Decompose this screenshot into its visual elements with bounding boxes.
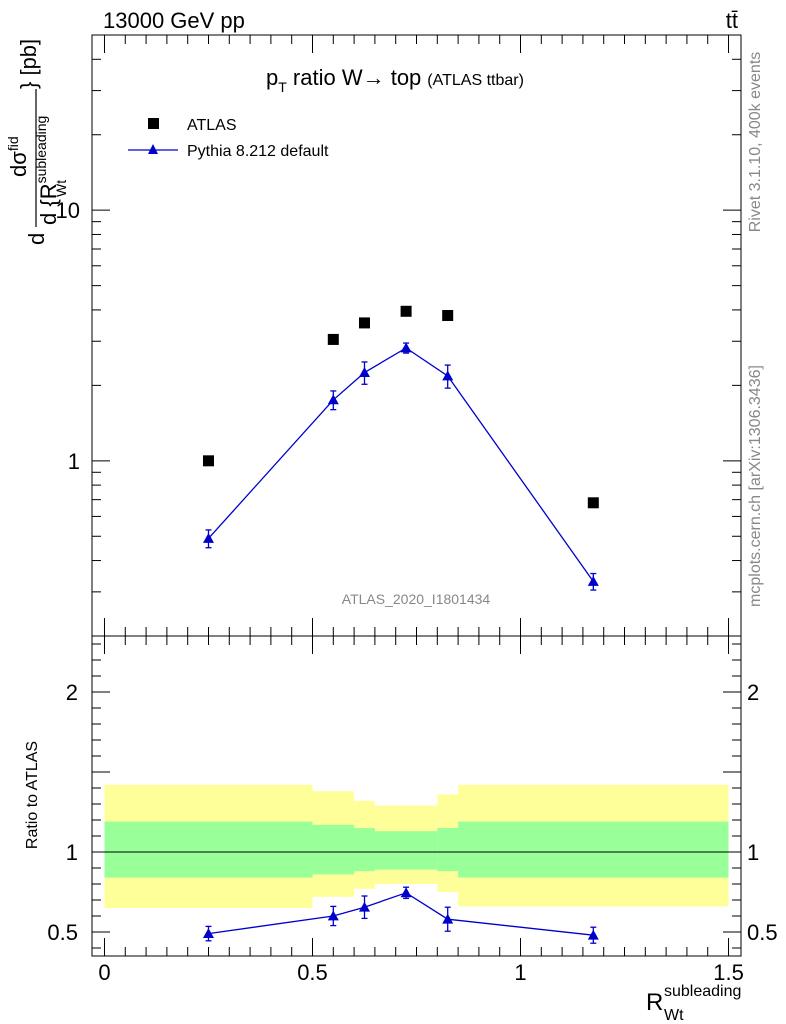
ratio-ytick-label-right: 0.5 (747, 920, 778, 945)
pythia-point (442, 370, 454, 381)
xtick-label: 1.5 (713, 960, 744, 985)
pythia-line (208, 347, 594, 582)
ratio-pythia-point (587, 929, 599, 940)
plot-title: pT ratio W→ top (ATLAS ttbar) (266, 65, 524, 95)
atlas-point (358, 317, 370, 329)
xtick-label: 0.5 (297, 960, 328, 985)
pythia-point (358, 367, 370, 377)
ratio-pythia-point (327, 910, 339, 921)
ratio-ytick-label-right: 1 (747, 840, 759, 865)
main-series (202, 305, 599, 591)
ratio-band-inner-5 (458, 821, 729, 878)
atlas-point (202, 455, 214, 467)
ratio-axis-ticks: 0.5 0.5 1 1 2 2 (47, 643, 778, 949)
ratio-band-inner-1 (312, 824, 355, 875)
ratio-ytick-label-left: 1 (66, 840, 78, 865)
svg-text:d {Rsubleading: d {Rsubleading (33, 116, 61, 225)
ratio-band-inner-3 (374, 831, 438, 870)
ratio-series (202, 886, 599, 944)
atlas-point (587, 497, 599, 509)
mcplots-label: mcplots.cern.ch [arXiv:1306.3436] (747, 365, 764, 607)
legend-pythia-marker (148, 144, 158, 154)
header-left-label: 13000 GeV pp (103, 8, 245, 33)
ratio-band-inner-4 (437, 828, 459, 872)
pythia-point (327, 394, 339, 405)
pythia-point (587, 575, 599, 586)
ratio-ytick-label-left: 0.5 (47, 920, 78, 945)
legend: ATLAS Pythia 8.212 default (128, 117, 329, 160)
ratio-band-inner-0 (104, 821, 313, 878)
ratio-bands (104, 784, 729, 908)
ratio-pythia-point (358, 901, 370, 912)
main-axis-ticks: 1 10 (56, 34, 741, 637)
xtick-label: 0 (98, 960, 110, 985)
ratio-band-inner-2 (354, 828, 375, 872)
main-ytick-label: 10 (56, 198, 80, 223)
ratio-pythia-line (208, 892, 594, 936)
main-ytick-label: 1 (68, 449, 80, 474)
ratio-ytick-label-right: 2 (747, 680, 759, 705)
pythia-point (400, 342, 412, 353)
ratio-pythia-point (400, 887, 412, 898)
x-axis-label: R subleading Wt (646, 983, 741, 1024)
ratio-y-axis-label: Ratio to ATLAS (24, 741, 41, 849)
x-axis-ticks: 0 0.5 1 1.5 (98, 35, 744, 985)
ratio-pythia-point (202, 928, 214, 938)
main-y-axis-label: d dσfid d {Rsubleading Wt } [pb] (5, 39, 69, 245)
svg-text:subleading: subleading (664, 983, 741, 1000)
ratio-ytick-label-left: 2 (66, 680, 78, 705)
header-right-label: tt̄ (726, 8, 738, 33)
svg-text:R: R (646, 989, 663, 1016)
xtick-label: 1 (514, 960, 526, 985)
ratio-pythia-point (442, 913, 454, 924)
analysis-watermark: ATLAS_2020_I1801434 (342, 591, 491, 607)
svg-text:} [pb]: } [pb] (16, 39, 41, 89)
svg-text:dσfid: dσfid (5, 136, 31, 177)
svg-text:Wt: Wt (664, 1007, 684, 1024)
svg-text:d: d (24, 233, 49, 245)
rivet-version-label: Rivet 3.1.10, 400k events (747, 52, 764, 233)
atlas-point (400, 305, 412, 317)
svg-text:Wt: Wt (53, 180, 69, 197)
legend-pythia-label: Pythia 8.212 default (187, 143, 329, 160)
legend-atlas-label: ATLAS (187, 117, 237, 134)
atlas-point (442, 310, 454, 322)
atlas-point (327, 333, 339, 345)
pythia-point (202, 532, 214, 543)
legend-atlas-marker (148, 118, 159, 129)
